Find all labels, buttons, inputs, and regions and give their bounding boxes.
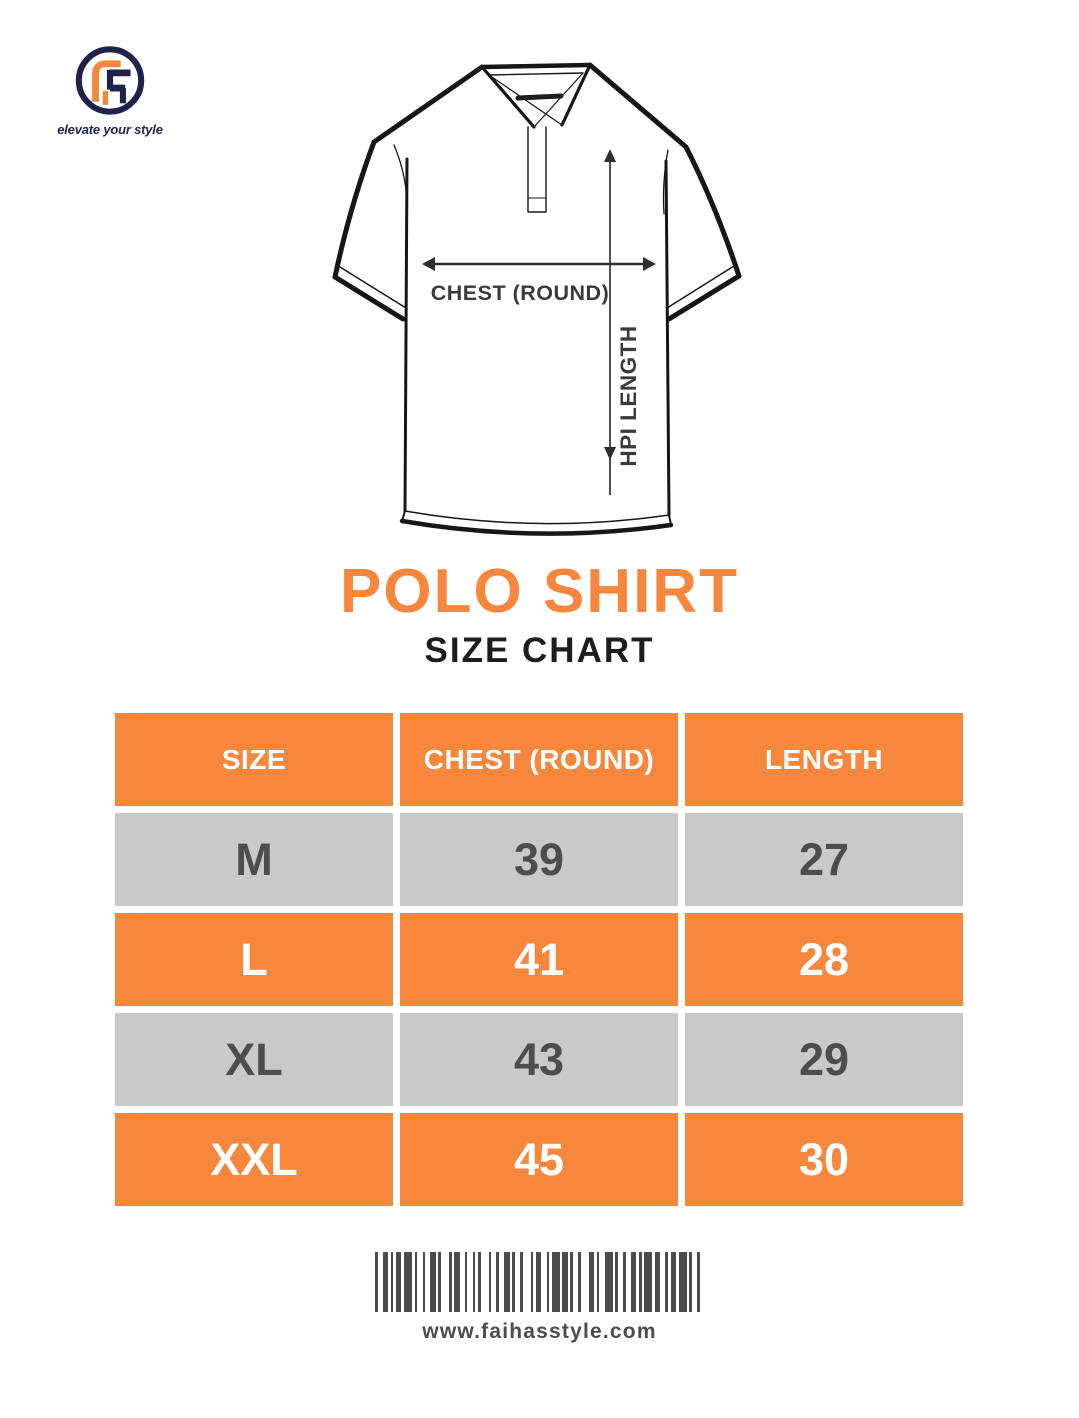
- barcode-bar: [596, 1252, 600, 1312]
- barcode-bar: [375, 1252, 378, 1312]
- column-header-size: SIZE: [115, 713, 393, 806]
- polo-shirt-drawing-icon: CHEST (ROUND) HPI LENGTH: [332, 62, 742, 536]
- barcode-bar: [382, 1252, 389, 1312]
- cell-size-l: L: [115, 913, 393, 1006]
- barcode-bar: [530, 1252, 534, 1312]
- barcode-bar: [414, 1252, 418, 1312]
- website-url: www.faihasstyle.com: [422, 1320, 657, 1343]
- chest-measure-arrow: [422, 257, 656, 271]
- barcode-bar: [665, 1252, 669, 1312]
- barcode-bar: [404, 1252, 412, 1312]
- barcode-bar: [496, 1252, 500, 1312]
- brand-monogram-icon: [75, 46, 145, 115]
- barcode-bar: [390, 1252, 394, 1312]
- barcode-bar: [536, 1252, 542, 1312]
- length-measure-arrow: [604, 149, 616, 495]
- barcode-bar: [697, 1252, 700, 1312]
- cell-chest-xxl: 45: [400, 1113, 678, 1206]
- cell-size-xl: XL: [115, 1013, 393, 1106]
- barcode-gap: [441, 1252, 449, 1312]
- barcode-bar: [578, 1252, 581, 1312]
- barcode-bar: [422, 1252, 426, 1312]
- barcode-bar: [678, 1252, 687, 1312]
- barcode-bar: [430, 1252, 436, 1312]
- barcode-bar: [464, 1252, 468, 1312]
- barcode-bar: [512, 1252, 515, 1312]
- barcode-bar: [623, 1252, 626, 1312]
- barcode-bar: [670, 1252, 677, 1312]
- column-header-length: LENGTH: [685, 713, 963, 806]
- cell-length-xl: 29: [685, 1013, 963, 1106]
- cell-length-xxl: 30: [685, 1113, 963, 1206]
- barcode-gap: [581, 1252, 589, 1312]
- page-subtitle: SIZE CHART: [424, 631, 655, 670]
- barcode-bar: [520, 1252, 523, 1312]
- brand-logo: elevate your style: [40, 44, 180, 137]
- cell-size-xxl: XXL: [115, 1113, 393, 1206]
- barcode-bar: [615, 1252, 618, 1312]
- barcode-bar: [639, 1252, 642, 1312]
- size-chart-table: SIZE CHEST (ROUND) LENGTH M 39 27 L 41 2…: [115, 713, 963, 1206]
- column-header-chest: CHEST (ROUND): [400, 713, 678, 806]
- barcode-bar: [454, 1252, 460, 1312]
- barcode-bar: [654, 1252, 661, 1312]
- cell-chest-m: 39: [400, 813, 678, 906]
- chest-label: CHEST (ROUND): [431, 281, 610, 305]
- barcode-bar: [570, 1252, 574, 1312]
- barcode-bar: [504, 1252, 510, 1312]
- barcode-bar: [546, 1252, 550, 1312]
- barcode-gap: [481, 1252, 489, 1312]
- length-label: HPI LENGTH: [616, 325, 641, 466]
- barcode-bar: [551, 1252, 560, 1312]
- cell-length-l: 28: [685, 913, 963, 1006]
- barcode-bar: [477, 1252, 481, 1312]
- barcode-bar: [689, 1252, 692, 1312]
- polo-shirt-diagram: CHEST (ROUND) HPI LENGTH: [322, 46, 752, 548]
- barcode-icon: [375, 1252, 700, 1312]
- barcode-bar: [588, 1252, 595, 1312]
- barcode-bar: [396, 1252, 402, 1312]
- barcode-bar: [631, 1252, 637, 1312]
- cell-length-m: 27: [685, 813, 963, 906]
- barcode-bar: [472, 1252, 476, 1312]
- cell-chest-xl: 43: [400, 1013, 678, 1106]
- barcode-bar: [604, 1252, 613, 1312]
- brand-tagline: elevate your style: [57, 122, 163, 137]
- barcode-bar: [644, 1252, 653, 1312]
- page-title: POLO SHIRT: [340, 557, 739, 626]
- barcode-bar: [488, 1252, 492, 1312]
- barcode-bar: [562, 1252, 568, 1312]
- cell-chest-l: 41: [400, 913, 678, 1006]
- barcode-gap: [523, 1252, 531, 1312]
- barcode-bar: [438, 1252, 442, 1312]
- barcode-bar: [448, 1252, 452, 1312]
- cell-size-m: M: [115, 813, 393, 906]
